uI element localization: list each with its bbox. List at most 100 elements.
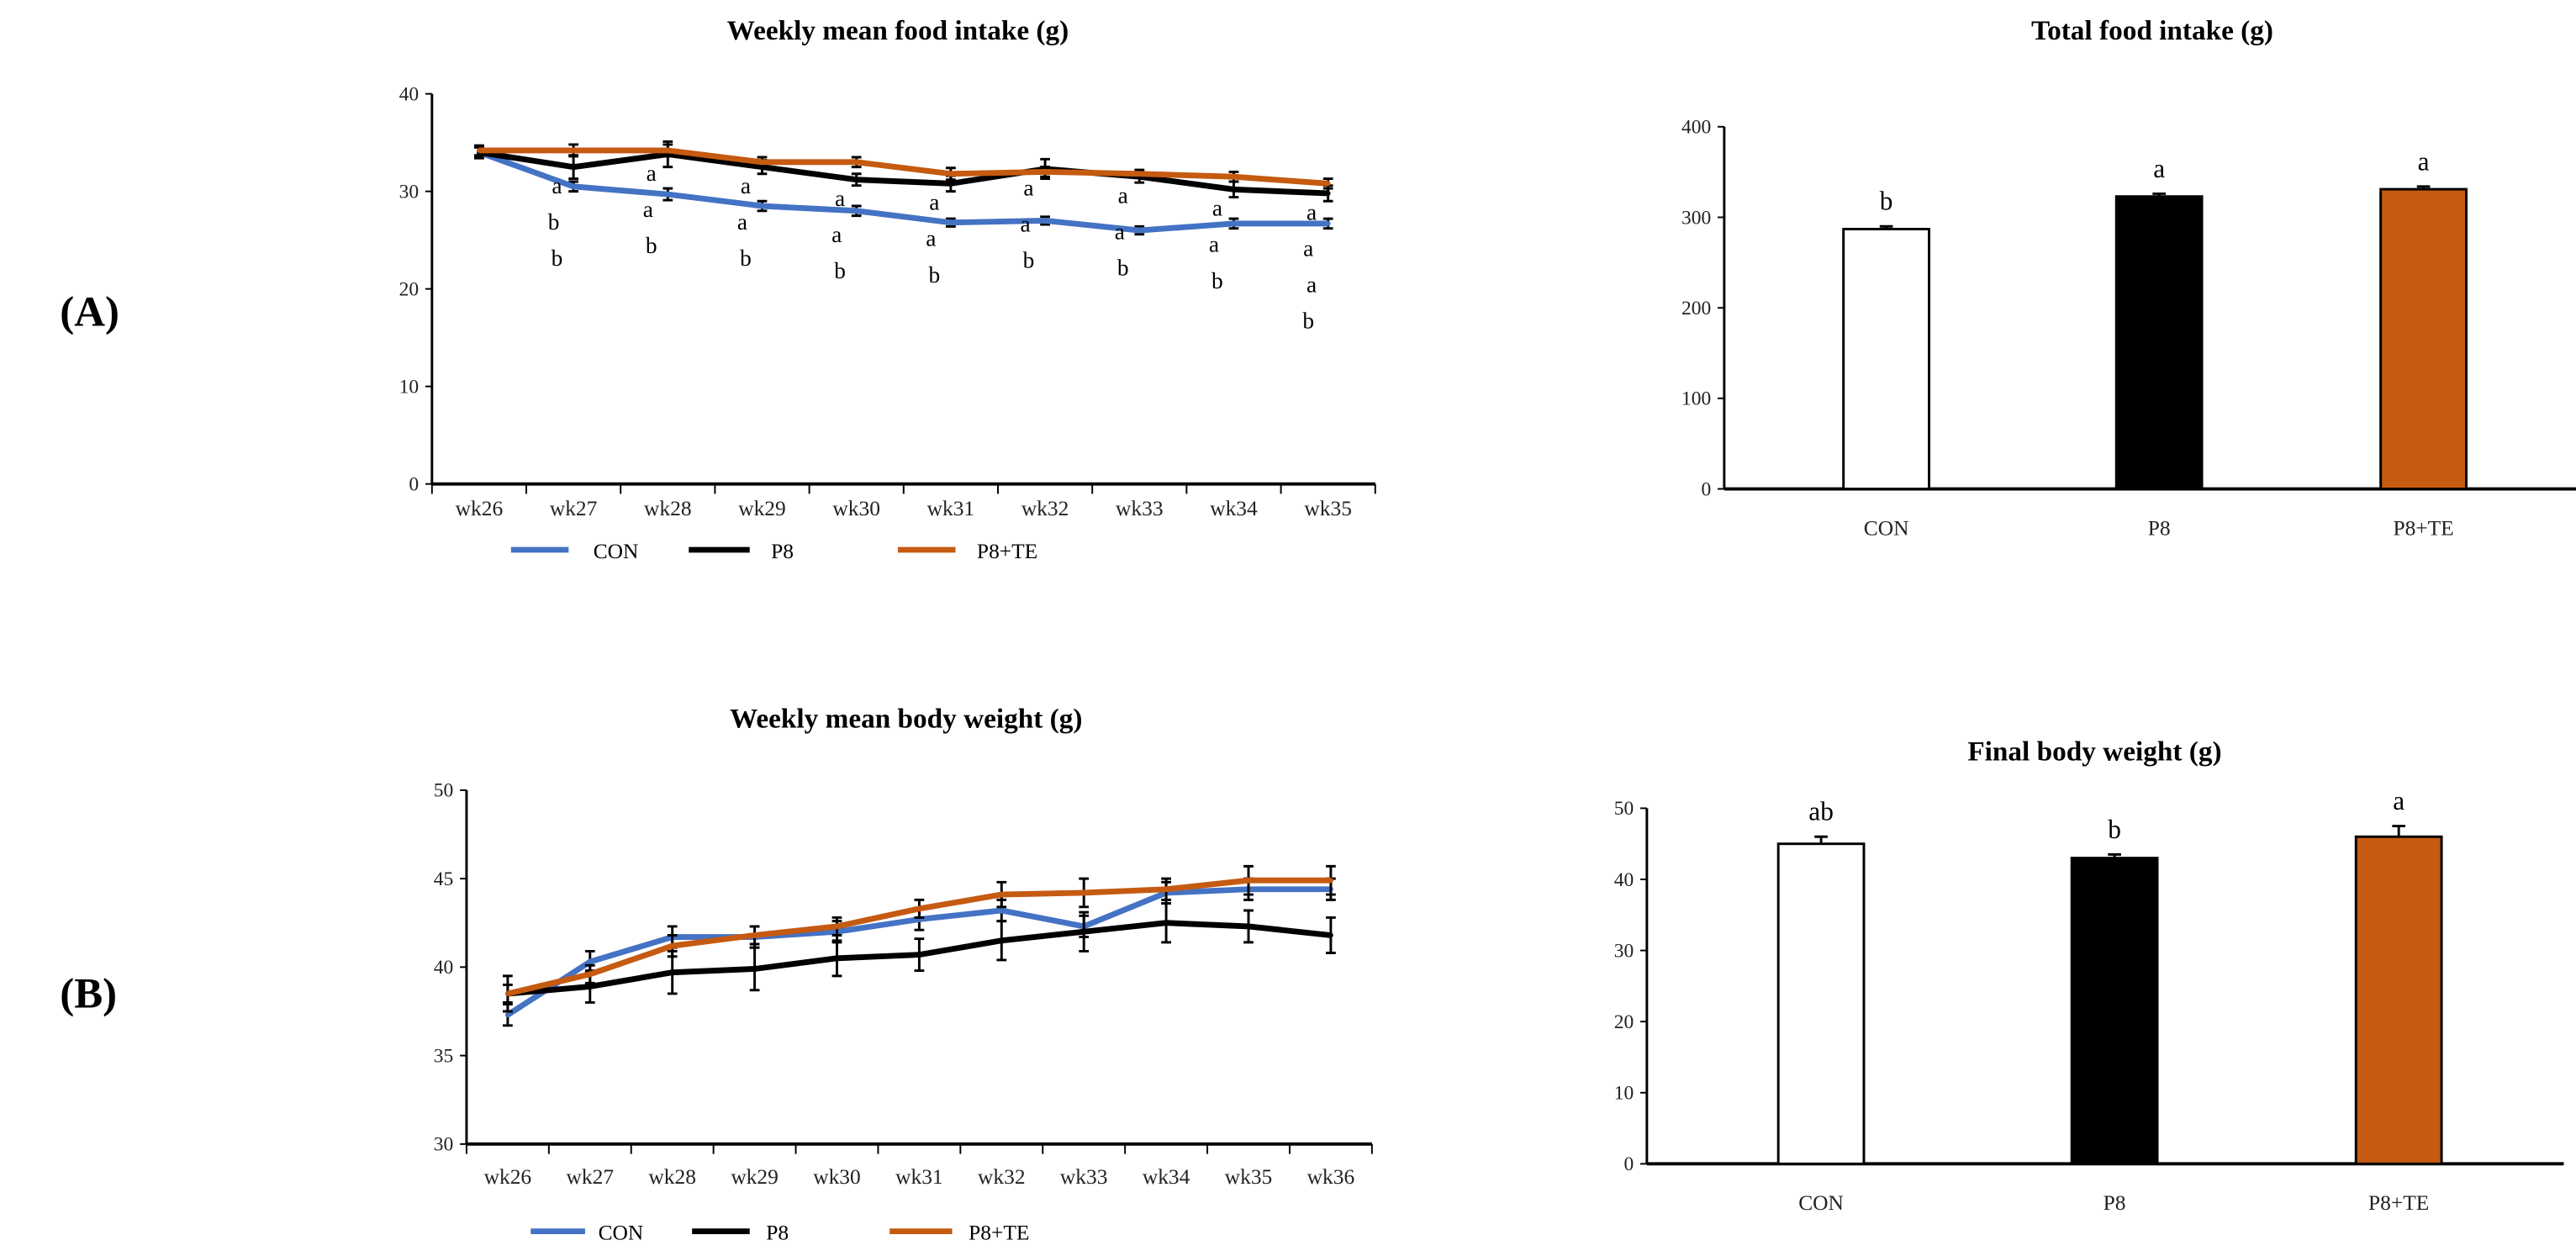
legend-label: P8 (766, 1220, 789, 1244)
significance-letter: a (1212, 196, 1222, 221)
significance-letter: b (552, 245, 563, 271)
y-tick-label: 10 (1614, 1083, 1634, 1105)
x-tick-label: wk30 (832, 496, 880, 520)
data-point (1246, 924, 1251, 929)
y-tick-label: 0 (409, 474, 419, 496)
data-point (1325, 220, 1331, 226)
y-tick-label: 300 (1681, 207, 1711, 229)
x-tick-label: wk35 (1225, 1164, 1273, 1189)
y-tick-label: 50 (434, 780, 453, 802)
x-tick-label: wk31 (895, 1164, 943, 1189)
significance-letter: b (2108, 815, 2121, 844)
y-tick-label: 30 (1614, 940, 1634, 962)
x-tick-label: wk27 (550, 496, 598, 520)
x-tick-label: wk26 (484, 1164, 532, 1189)
significance-letter: a (552, 173, 562, 198)
data-point (587, 971, 593, 977)
y-tick-label: 200 (1681, 298, 1711, 319)
data-point (752, 966, 757, 972)
data-point (948, 171, 953, 177)
data-point (1137, 228, 1143, 233)
data-point (571, 164, 577, 170)
significance-letter: a (741, 173, 751, 198)
data-point (571, 183, 577, 189)
data-point (476, 147, 482, 153)
data-point (669, 969, 675, 975)
series-line-con (478, 149, 1328, 234)
data-point (1231, 174, 1237, 180)
significance-letter: b (1211, 268, 1223, 293)
data-point (948, 181, 953, 187)
data-point (853, 208, 859, 214)
x-tick-label: wk35 (1304, 496, 1352, 520)
x-tick-label: wk34 (1210, 496, 1258, 520)
significance-letter: b (740, 245, 752, 271)
y-tick-label: 10 (399, 376, 419, 398)
y-tick-label: 20 (399, 278, 419, 300)
data-point (759, 159, 765, 165)
x-tick-label: wk28 (648, 1164, 696, 1189)
data-point (1081, 929, 1087, 935)
series-line-p8 (478, 149, 1328, 197)
significance-letter: a (929, 190, 939, 215)
legend-label: CON (599, 1220, 644, 1244)
significance-letter: a (1306, 272, 1317, 297)
legend-label: P8+TE (977, 539, 1037, 563)
data-point (999, 892, 1005, 897)
final-body-weight-bar-chart: Final body weight (g) 0 10 20 30 40 50 ab CON b P… (1614, 736, 2564, 1215)
data-point (999, 937, 1005, 943)
significance-letter: a (831, 222, 842, 247)
data-point (1043, 169, 1048, 175)
data-point (1325, 181, 1331, 187)
bar-p8 (2070, 857, 2159, 1165)
significance-letter: b (1880, 187, 1893, 216)
x-tick-label: wk34 (1143, 1164, 1190, 1189)
significance-letter: a (1115, 219, 1125, 245)
data-point (1164, 920, 1169, 926)
x-tick-label: CON (1864, 515, 1909, 540)
x-tick-label: P8 (2148, 515, 2171, 540)
data-point (834, 924, 840, 929)
y-tick-label: 50 (1614, 798, 1634, 820)
y-tick-label: 100 (1681, 388, 1711, 410)
data-point (1328, 932, 1333, 938)
data-point (1231, 220, 1237, 226)
chart-title: Total food intake (g) (2031, 15, 2273, 46)
series-line-p8-te (478, 147, 1328, 187)
chart-title: Final body weight (g) (1967, 736, 2221, 768)
chart-title: Weekly mean body weight (g) (730, 703, 1083, 734)
x-tick-label: P8+TE (2368, 1190, 2429, 1215)
x-tick-label: wk29 (738, 496, 786, 520)
significance-letter: a (1306, 199, 1317, 224)
legend-label: P8 (771, 539, 794, 563)
significance-letter: a (1303, 235, 1313, 261)
x-tick-label: wk33 (1060, 1164, 1108, 1189)
data-point (587, 959, 593, 964)
significance-letter: b (928, 262, 940, 288)
significance-letter: b (1302, 309, 1314, 334)
x-tick-label: wk29 (731, 1164, 779, 1189)
data-point (1081, 890, 1087, 895)
significance-letter: a (2393, 786, 2404, 815)
y-tick-label: 40 (434, 957, 453, 979)
x-tick-label: wk32 (1021, 496, 1069, 520)
data-point (916, 952, 922, 958)
significance-letter: ab (1808, 797, 1834, 826)
y-tick-label: 30 (399, 181, 419, 203)
significance-letter: a (1023, 175, 1033, 200)
data-point (665, 192, 671, 198)
bar-p8-te (2379, 187, 2468, 491)
data-point (665, 147, 671, 153)
y-tick-label: 20 (1614, 1011, 1634, 1033)
y-tick-label: 40 (399, 83, 419, 105)
y-tick-label: 0 (1623, 1153, 1634, 1175)
bar-p8 (2114, 195, 2204, 491)
food-intake-line-chart: Weekly mean food intake (g) 0 10 20 30 40 wk2… (399, 15, 1376, 563)
significance-letter: a (1209, 232, 1219, 257)
y-tick-label: 35 (434, 1045, 453, 1067)
significance-letter: b (1023, 247, 1035, 272)
x-tick-label: wk33 (1116, 496, 1164, 520)
significance-letter: a (2153, 154, 2165, 183)
significance-letter: a (2418, 146, 2430, 176)
data-point (1328, 878, 1333, 884)
